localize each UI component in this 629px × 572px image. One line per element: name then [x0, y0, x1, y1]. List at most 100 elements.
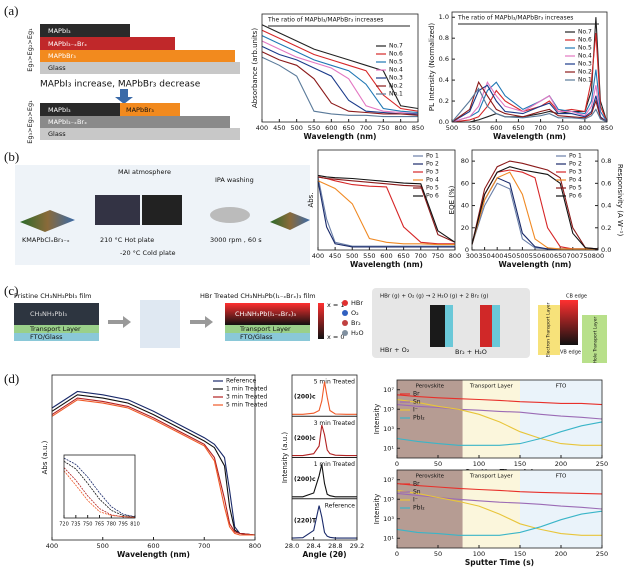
x-tick-label: 300	[466, 252, 478, 260]
arrow	[190, 316, 213, 328]
chart: 400 450 500 550 600 650 700 750 800 850 Wavelength…	[251, 13, 424, 141]
x-tick-label: 720	[59, 522, 69, 528]
legend-label: Po 4	[569, 177, 582, 184]
x-tick-label: 765	[95, 522, 105, 528]
x-tick-label: 400	[312, 252, 324, 260]
y-axis-label: Absorbance (arb.units)	[251, 28, 259, 108]
region-label: Transport Layer	[469, 474, 514, 480]
series-label: 1 min Treated	[314, 461, 355, 468]
x-axis-label: Sputter Time (s)	[465, 558, 534, 567]
y-tick-label: 10¹	[383, 444, 394, 452]
panel-label: (a)	[4, 3, 18, 18]
plot-area	[318, 150, 455, 250]
x-tick-label: 735	[71, 522, 81, 528]
y-tick-label: 0.6	[439, 55, 449, 63]
layer-label: Transport Layer	[239, 325, 291, 333]
legend-label: No.4	[578, 53, 592, 60]
x-axis-label: Wavelength (nm)	[499, 260, 572, 269]
x-tick-label: 650	[342, 124, 354, 132]
series-line	[317, 180, 455, 246]
caption: MAI atmosphere	[118, 168, 171, 176]
htl	[582, 315, 607, 363]
y2-tick-label: 0.0	[601, 246, 611, 254]
film	[430, 305, 445, 347]
plot-area	[64, 455, 135, 518]
frame	[451, 11, 608, 123]
legend-dot	[342, 330, 348, 336]
y-tick-label: 10¹	[383, 534, 394, 542]
y-tick-label: 10⁷	[383, 476, 394, 484]
x-tick-label: 700	[415, 252, 427, 260]
region	[397, 380, 463, 458]
frame	[396, 379, 603, 459]
x-tick-label: 600	[541, 252, 553, 260]
layer	[40, 116, 230, 128]
x-tick-label: 28.0	[285, 542, 299, 550]
series-line	[451, 32, 608, 123]
series-label: 5 min Treated	[314, 379, 355, 386]
series-line	[396, 492, 603, 510]
series-line	[471, 160, 599, 250]
chamber	[140, 300, 180, 348]
y-tick-label: 0	[465, 246, 469, 254]
arrow	[115, 89, 133, 104]
region	[520, 470, 602, 548]
legend-label: No.5	[389, 59, 403, 66]
series-line	[261, 56, 418, 118]
region	[520, 380, 602, 458]
x-tick-label: 850	[601, 124, 613, 132]
panel-label: (c)	[4, 283, 18, 298]
legend-label: I⁻	[413, 497, 418, 504]
legend-label: Po 3	[426, 169, 439, 176]
x-tick-label: 750	[432, 252, 444, 260]
caption: HBr + O₂	[380, 346, 410, 354]
y-tick-label: 1.0	[439, 13, 449, 21]
layer	[225, 325, 310, 333]
frame	[51, 374, 256, 541]
x-tick-label: 200	[555, 460, 567, 468]
plot-area	[452, 12, 607, 122]
legend-label: Po 6	[569, 193, 582, 200]
legend-label: Br	[413, 481, 420, 488]
legend-label: No.4	[389, 67, 403, 74]
layer	[40, 24, 130, 37]
chart: 28.0 28.4 28.8 29.2 Angle (2θ) Intensity (a.u…	[281, 374, 364, 559]
chart: Perovskite Transport Layer FTO 0 50 100 150 200…	[373, 469, 608, 567]
series-line	[63, 460, 136, 518]
legend-label: PbI₂	[413, 415, 425, 422]
series-line	[317, 176, 455, 247]
glass	[40, 62, 240, 74]
x-axis-label: Angle (2θ)	[302, 550, 346, 559]
legend-dot	[342, 310, 348, 316]
band-gap-label: Eg₃>Eg₂>Eg₁	[26, 100, 34, 144]
annotation: The ratio of MAPbI₃/MAPbBr₃ increases	[267, 17, 383, 24]
layer	[225, 303, 310, 325]
series-line	[451, 80, 608, 123]
colorbar	[318, 303, 324, 339]
caption: IPA washing	[215, 176, 254, 184]
legend-label: PbI₂	[413, 505, 425, 512]
series-label: 3 min Treated	[314, 420, 355, 427]
schematic-b: KMAPbClₓBr₃₋ₓ MAI atmosphere IPA washing…	[15, 165, 310, 265]
chart: Perovskite Transport Layer FTO 0 50 100 150 200…	[373, 379, 608, 477]
x-tick-label: 0	[395, 550, 399, 558]
legend-label: HBr	[351, 299, 363, 307]
series-line	[261, 51, 419, 116]
x-axis-label: Wavelength (nm)	[117, 550, 190, 559]
x-tick-label: 28.8	[328, 542, 342, 550]
caption: 3000 rpm , 60 s	[210, 236, 262, 244]
x-tick-label: 550	[529, 252, 541, 260]
layer	[14, 333, 99, 341]
y-axis-label: Abs.	[307, 192, 315, 207]
series-line	[396, 483, 603, 495]
series-line	[63, 470, 136, 518]
region	[462, 470, 520, 548]
legend-label: No.3	[578, 61, 592, 68]
legend-label: No.1	[578, 77, 592, 84]
x-tick-label: 700	[534, 124, 546, 132]
x-tick-label: 700	[567, 252, 579, 260]
layer-label: Electron Transport Layer	[546, 302, 552, 357]
chart: 720 735 750 765 780 795 810	[59, 454, 140, 528]
layer	[14, 325, 99, 333]
x-tick-label: 800	[394, 124, 406, 132]
